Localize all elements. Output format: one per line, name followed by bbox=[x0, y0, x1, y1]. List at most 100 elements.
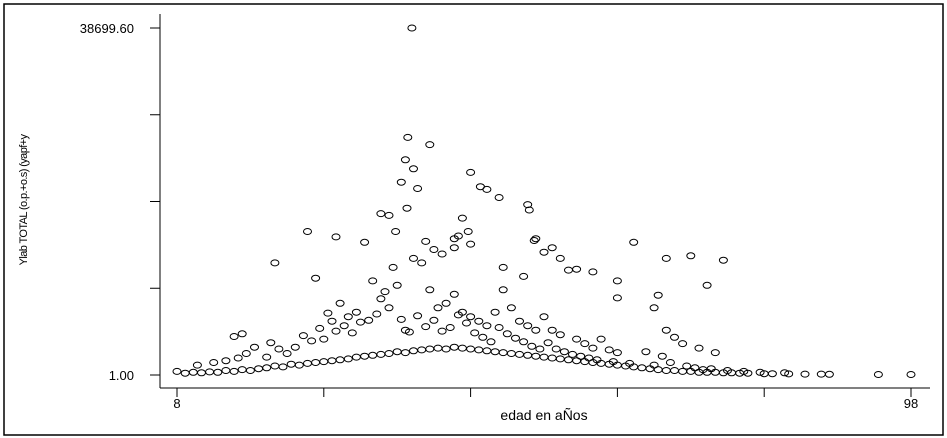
data-point bbox=[335, 299, 345, 307]
data-point bbox=[437, 327, 447, 335]
data-point bbox=[425, 141, 435, 149]
data-point bbox=[539, 248, 549, 256]
data-point bbox=[678, 340, 688, 348]
data-point bbox=[755, 368, 765, 376]
data-point bbox=[463, 228, 473, 235]
data-point bbox=[425, 286, 435, 294]
data-point bbox=[572, 335, 582, 343]
data-point bbox=[303, 228, 312, 235]
data-point bbox=[429, 246, 439, 253]
data-point bbox=[274, 345, 284, 353]
data-point bbox=[568, 350, 577, 358]
data-point bbox=[307, 337, 317, 345]
data-point bbox=[384, 350, 394, 357]
data-point bbox=[229, 333, 239, 340]
data-point bbox=[294, 361, 304, 369]
data-point bbox=[453, 311, 463, 319]
y-tick-label-min: 1.00 bbox=[109, 368, 134, 383]
data-point bbox=[449, 290, 459, 298]
data-point bbox=[364, 316, 374, 324]
data-point bbox=[682, 362, 692, 370]
data-point bbox=[270, 259, 280, 267]
data-point bbox=[409, 165, 418, 173]
data-point bbox=[474, 317, 484, 325]
data-point bbox=[539, 313, 549, 321]
data-point bbox=[649, 304, 659, 312]
x-tick-label-min: 8 bbox=[173, 396, 180, 411]
data-point bbox=[519, 272, 529, 280]
data-point bbox=[229, 367, 239, 375]
data-points bbox=[172, 24, 916, 378]
data-point bbox=[392, 281, 402, 289]
data-point bbox=[535, 345, 545, 353]
data-point bbox=[653, 291, 663, 299]
data-point bbox=[511, 334, 520, 342]
data-point bbox=[384, 211, 394, 219]
data-point bbox=[739, 367, 749, 375]
data-point bbox=[515, 317, 524, 325]
data-point bbox=[262, 353, 272, 361]
data-point bbox=[478, 333, 488, 341]
data-point bbox=[612, 277, 622, 285]
data-point bbox=[506, 304, 516, 312]
data-point bbox=[209, 359, 219, 366]
data-point bbox=[592, 356, 602, 364]
data-point bbox=[376, 295, 386, 303]
x-ticks bbox=[176, 388, 912, 397]
data-point bbox=[710, 349, 720, 357]
data-point bbox=[502, 330, 512, 338]
data-point bbox=[612, 349, 622, 357]
data-point bbox=[347, 329, 357, 337]
data-point bbox=[531, 326, 541, 334]
data-point bbox=[580, 340, 590, 348]
data-point bbox=[388, 263, 398, 271]
data-point bbox=[873, 371, 883, 378]
data-point bbox=[380, 288, 390, 296]
data-point bbox=[718, 256, 728, 264]
data-point bbox=[372, 310, 382, 318]
data-point bbox=[543, 339, 553, 347]
data-point bbox=[604, 346, 614, 354]
data-point bbox=[690, 364, 700, 372]
data-point bbox=[298, 332, 308, 340]
data-point bbox=[327, 317, 337, 325]
data-point bbox=[800, 370, 810, 378]
x-axis-title: edad en aÑos bbox=[500, 407, 587, 423]
data-point bbox=[612, 294, 622, 302]
data-point bbox=[641, 348, 651, 356]
data-point bbox=[524, 206, 534, 214]
data-point bbox=[555, 254, 565, 262]
data-point bbox=[360, 238, 370, 246]
data-point bbox=[433, 304, 443, 312]
data-point bbox=[421, 237, 431, 245]
data-point bbox=[470, 329, 480, 337]
data-point bbox=[343, 313, 353, 321]
data-point bbox=[723, 367, 732, 374]
data-point bbox=[311, 274, 321, 282]
data-point bbox=[457, 214, 467, 222]
data-point bbox=[262, 364, 272, 372]
data-point bbox=[547, 326, 557, 334]
data-point bbox=[429, 316, 439, 324]
data-point bbox=[404, 328, 414, 336]
data-point bbox=[290, 343, 300, 351]
data-point bbox=[482, 185, 492, 193]
data-point bbox=[237, 330, 247, 338]
data-point bbox=[449, 244, 459, 252]
data-point bbox=[282, 350, 292, 357]
data-point bbox=[629, 238, 639, 246]
data-point bbox=[661, 254, 671, 262]
data-point bbox=[527, 342, 537, 350]
data-point bbox=[906, 371, 916, 378]
data-point bbox=[494, 324, 504, 331]
data-point bbox=[396, 315, 406, 323]
data-point bbox=[400, 156, 410, 164]
data-point bbox=[523, 322, 533, 330]
data-point bbox=[665, 359, 675, 366]
data-point bbox=[339, 322, 349, 330]
data-point bbox=[625, 359, 635, 367]
data-point bbox=[657, 352, 667, 360]
data-point bbox=[519, 338, 529, 346]
data-point bbox=[649, 361, 659, 369]
data-point bbox=[588, 268, 598, 276]
